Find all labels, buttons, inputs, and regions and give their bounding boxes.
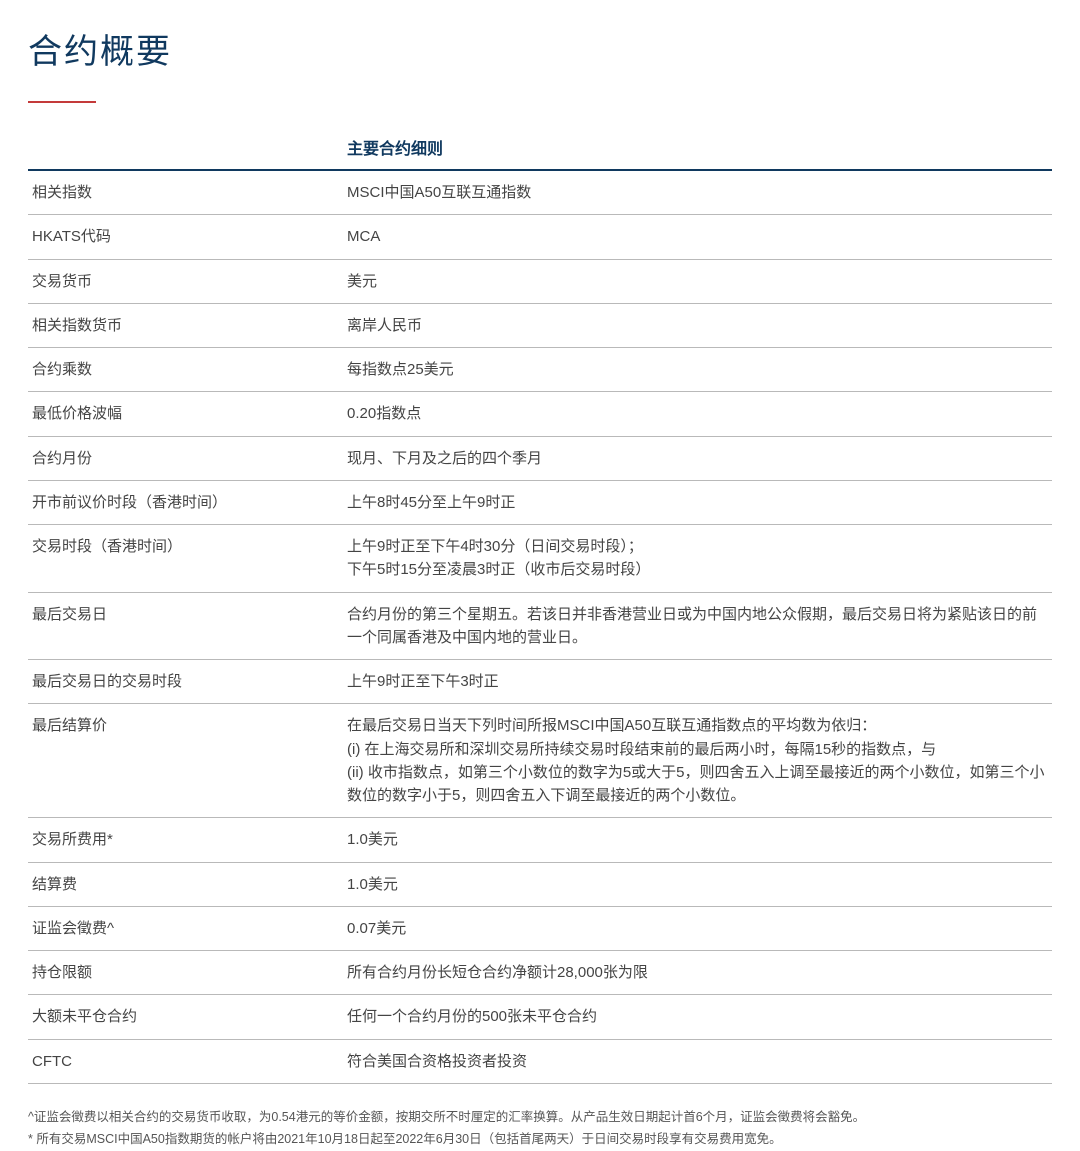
- spec-label: 证监会徵费^: [28, 906, 343, 950]
- spec-value: MCA: [343, 215, 1052, 259]
- spec-value: 1.0美元: [343, 862, 1052, 906]
- spec-label: 合约月份: [28, 436, 343, 480]
- contract-spec-table: 主要合约细则 相关指数MSCI中国A50互联互通指数HKATS代码MCA交易货币…: [28, 127, 1052, 1084]
- table-row: 大额未平仓合约任何一个合约月份的500张未平仓合约: [28, 995, 1052, 1039]
- table-row: 结算费1.0美元: [28, 862, 1052, 906]
- spec-label: 最后结算价: [28, 704, 343, 818]
- table-header-main: 主要合约细则: [343, 127, 1052, 170]
- table-row: 合约月份现月、下月及之后的四个季月: [28, 436, 1052, 480]
- spec-value: 离岸人民币: [343, 303, 1052, 347]
- spec-value: 1.0美元: [343, 818, 1052, 862]
- table-row: 相关指数MSCI中国A50互联互通指数: [28, 170, 1052, 215]
- spec-label: 合约乘数: [28, 348, 343, 392]
- table-row: 最后交易日合约月份的第三个星期五。若该日并非香港营业日或为中国内地公众假期，最后…: [28, 592, 1052, 660]
- spec-label: HKATS代码: [28, 215, 343, 259]
- spec-label: CFTC: [28, 1039, 343, 1083]
- table-row: CFTC符合美国合资格投资者投资: [28, 1039, 1052, 1083]
- spec-value: 美元: [343, 259, 1052, 303]
- footnotes: ^证监会徵费以相关合约的交易货币收取，为0.54港元的等价金额，按期交所不时厘定…: [28, 1106, 1052, 1151]
- spec-value: 任何一个合约月份的500张未平仓合约: [343, 995, 1052, 1039]
- table-header-empty: [28, 127, 343, 170]
- spec-value: 现月、下月及之后的四个季月: [343, 436, 1052, 480]
- spec-value: 0.07美元: [343, 906, 1052, 950]
- table-row: 最后结算价在最后交易日当天下列时间所报MSCI中国A50互联互通指数点的平均数为…: [28, 704, 1052, 818]
- spec-label: 相关指数货币: [28, 303, 343, 347]
- page-title: 合约概要: [28, 24, 1052, 73]
- spec-label: 开市前议价时段（香港时间）: [28, 480, 343, 524]
- spec-label: 结算费: [28, 862, 343, 906]
- spec-value: 合约月份的第三个星期五。若该日并非香港营业日或为中国内地公众假期，最后交易日将为…: [343, 592, 1052, 660]
- table-row: 开市前议价时段（香港时间）上午8时45分至上午9时正: [28, 480, 1052, 524]
- table-row: 交易所费用*1.0美元: [28, 818, 1052, 862]
- table-row: 最低价格波幅0.20指数点: [28, 392, 1052, 436]
- spec-label: 最低价格波幅: [28, 392, 343, 436]
- table-row: 证监会徵费^0.07美元: [28, 906, 1052, 950]
- spec-value: 上午8时45分至上午9时正: [343, 480, 1052, 524]
- table-row: 持仓限额所有合约月份长短仓合约净额计28,000张为限: [28, 951, 1052, 995]
- table-row: HKATS代码MCA: [28, 215, 1052, 259]
- spec-label: 交易货币: [28, 259, 343, 303]
- spec-value: 上午9时正至下午3时正: [343, 660, 1052, 704]
- spec-value: MSCI中国A50互联互通指数: [343, 170, 1052, 215]
- spec-label: 相关指数: [28, 170, 343, 215]
- spec-value: 所有合约月份长短仓合约净额计28,000张为限: [343, 951, 1052, 995]
- table-row: 合约乘数每指数点25美元: [28, 348, 1052, 392]
- table-row: 交易货币美元: [28, 259, 1052, 303]
- footnote-line: * 所有交易MSCI中国A50指数期货的帐户将由2021年10月18日起至202…: [28, 1128, 1052, 1151]
- table-body: 相关指数MSCI中国A50互联互通指数HKATS代码MCA交易货币美元相关指数货…: [28, 170, 1052, 1083]
- title-accent-underline: [28, 101, 96, 103]
- spec-label: 交易所费用*: [28, 818, 343, 862]
- spec-label: 交易时段（香港时间）: [28, 525, 343, 593]
- spec-label: 大额未平仓合约: [28, 995, 343, 1039]
- spec-label: 最后交易日的交易时段: [28, 660, 343, 704]
- footnote-line: ^证监会徵费以相关合约的交易货币收取，为0.54港元的等价金额，按期交所不时厘定…: [28, 1106, 1052, 1129]
- table-row: 交易时段（香港时间）上午9时正至下午4时30分（日间交易时段）； 下午5时15分…: [28, 525, 1052, 593]
- spec-label: 持仓限额: [28, 951, 343, 995]
- spec-value: 0.20指数点: [343, 392, 1052, 436]
- spec-value: 每指数点25美元: [343, 348, 1052, 392]
- spec-value: 符合美国合资格投资者投资: [343, 1039, 1052, 1083]
- table-row: 最后交易日的交易时段上午9时正至下午3时正: [28, 660, 1052, 704]
- spec-label: 最后交易日: [28, 592, 343, 660]
- table-row: 相关指数货币离岸人民币: [28, 303, 1052, 347]
- spec-value: 上午9时正至下午4时30分（日间交易时段）； 下午5时15分至凌晨3时正（收市后…: [343, 525, 1052, 593]
- spec-value: 在最后交易日当天下列时间所报MSCI中国A50互联互通指数点的平均数为依归： (…: [343, 704, 1052, 818]
